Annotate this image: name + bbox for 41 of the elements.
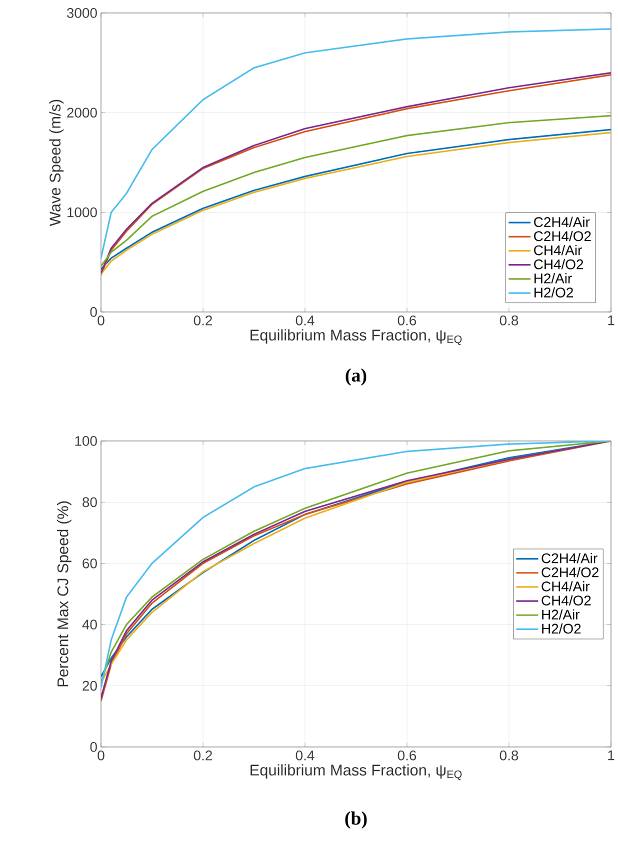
legend-label: C2H4/O2 xyxy=(542,567,598,578)
legend-label: CH4/Air xyxy=(542,581,590,592)
y-tick-label: 80 xyxy=(82,497,97,508)
y-tick-label: 1000 xyxy=(68,207,97,218)
x-tick-label: 0.2 xyxy=(194,750,212,760)
y-tick-label: 40 xyxy=(82,620,97,630)
y-tick-label: 100 xyxy=(75,436,97,446)
x-tick-label: 0.8 xyxy=(500,750,518,760)
x-tick-label: 0.2 xyxy=(194,316,212,326)
x-tick-label: 0.8 xyxy=(500,316,518,326)
x-axis-title: Equilibrium Mass Fraction, ψ$_{EQ}$ xyxy=(250,764,462,780)
y-tick-label: 20 xyxy=(82,680,97,691)
x-tick-label: 1 xyxy=(608,316,614,326)
legend-label: C2H4/Air xyxy=(534,216,590,228)
y-axis-title: Wave Speed (m/s) xyxy=(49,100,64,226)
x-axis-title: Equilibrium Mass Fraction, ψ$_{EQ}$ xyxy=(250,329,462,346)
legend-label: H2/Air xyxy=(542,609,580,620)
text: (b) xyxy=(345,811,367,829)
y-axis-title: Percent Max CJ Speed (%) xyxy=(56,501,72,686)
legend-label: C2H4/Air xyxy=(542,552,598,564)
y-tick-label: 0 xyxy=(90,742,97,752)
y-tick-label: 2000 xyxy=(67,108,97,118)
legend-label: CH4/Air xyxy=(534,244,582,256)
x-tick-label: 1 xyxy=(608,750,614,760)
x-tick-label: 0 xyxy=(98,750,104,760)
y-tick-label: 60 xyxy=(82,558,97,568)
legend-label: H2/Air xyxy=(534,273,572,284)
x-tick-label: 0 xyxy=(98,316,104,326)
legend-label: C2H4/O2 xyxy=(534,230,591,242)
legend-label: H2/O2 xyxy=(534,287,573,298)
legend-label: CH4/O2 xyxy=(542,595,591,606)
y-tick-label: 3000 xyxy=(66,8,97,18)
y-tick-label: 0 xyxy=(90,307,97,317)
x-tick-label: 0.6 xyxy=(398,750,416,760)
x-tick-label: 0.4 xyxy=(296,316,314,326)
legend-label: CH4/O2 xyxy=(534,259,584,270)
legend-label: H2/O2 xyxy=(542,623,581,634)
text: (a) xyxy=(346,368,366,386)
x-tick-label: 0.6 xyxy=(398,316,416,326)
x-tick-label: 0.4 xyxy=(296,750,314,760)
line-series xyxy=(101,28,611,259)
